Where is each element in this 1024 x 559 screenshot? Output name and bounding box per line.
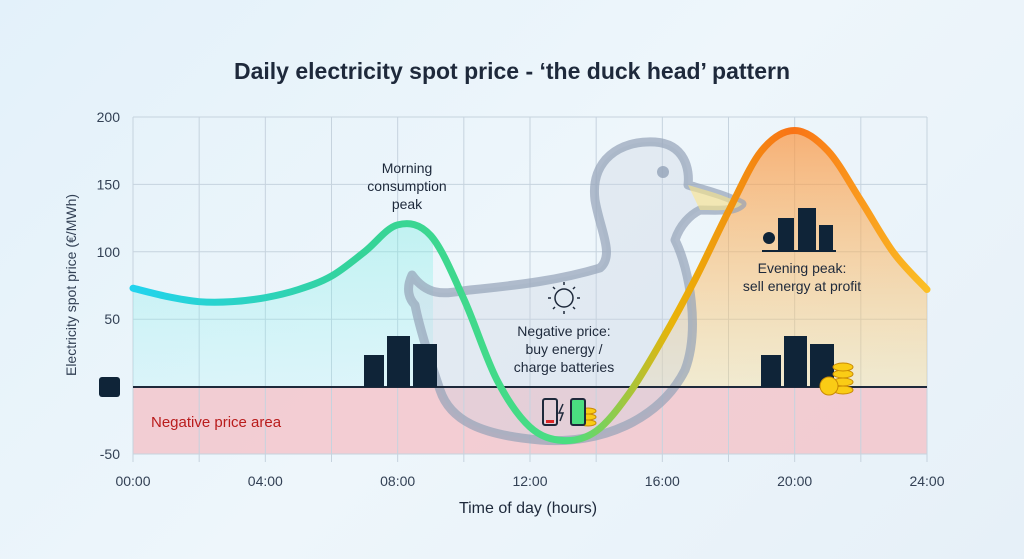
negative-price-annotation: Negative price: xyxy=(517,323,610,339)
y-tick-label: 150 xyxy=(97,176,121,192)
negative-price-annotation: charge batteries xyxy=(514,359,614,375)
y-tick-label: 200 xyxy=(97,109,121,125)
x-tick-label: 04:00 xyxy=(248,473,283,489)
evening-peak-annotation: sell energy at profit xyxy=(743,278,861,294)
morning-peak-annotation: peak xyxy=(392,196,423,212)
battery-icon xyxy=(542,398,586,426)
negative-price-annotation: buy energy / xyxy=(525,341,602,357)
x-axis-label: Time of day (hours) xyxy=(459,500,597,517)
buildings-icon xyxy=(364,208,836,387)
y-axis-label: Electricity spot price (€/MWh) xyxy=(63,194,79,376)
x-tick-label: 00:00 xyxy=(115,473,150,489)
y-tick-label: 50 xyxy=(104,311,120,327)
x-tick-label: 12:00 xyxy=(512,473,547,489)
negative-area-label: Negative price area xyxy=(151,414,282,431)
evening-peak-annotation: Evening peak: xyxy=(758,260,847,276)
morning-fill xyxy=(133,223,433,387)
morning-peak-annotation: Morning xyxy=(382,160,433,176)
price-line xyxy=(129,126,931,445)
chart-title: Daily electricity spot price - ‘the duck… xyxy=(234,58,790,84)
duck-eye xyxy=(657,166,669,178)
x-tick-label: 20:00 xyxy=(777,473,812,489)
x-tick-label: 08:00 xyxy=(380,473,415,489)
x-tick-label: 24:00 xyxy=(909,473,944,489)
morning-peak-annotation: consumption xyxy=(367,178,446,194)
y-tick-label: -50 xyxy=(100,446,120,462)
y-tick-label: 100 xyxy=(97,244,121,260)
zero-badge xyxy=(99,377,120,397)
x-tick-label: 16:00 xyxy=(645,473,680,489)
sun-icon xyxy=(548,282,580,314)
